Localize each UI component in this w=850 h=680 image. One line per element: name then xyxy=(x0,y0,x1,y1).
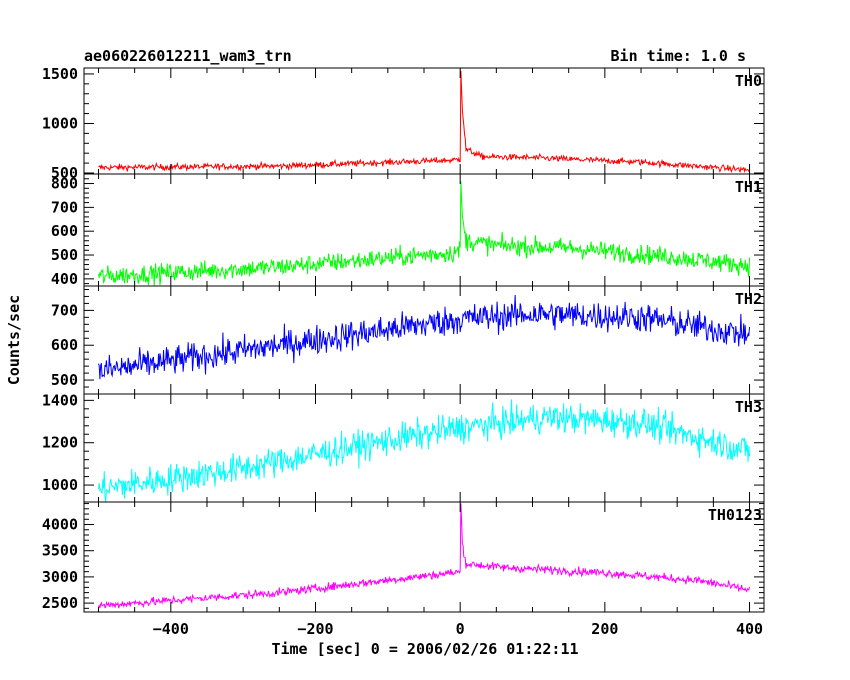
x-tick-labels: −400 −200 0 200 400 xyxy=(153,620,763,638)
y-tick-label: 500 xyxy=(51,246,78,264)
y-tick-label: 1500 xyxy=(42,65,78,83)
y-tick-label: 700 xyxy=(51,198,78,216)
panel-th0: 500 1000 1500 TH0 xyxy=(42,65,765,182)
y-tick-label: 4000 xyxy=(42,516,78,534)
series-th1-line xyxy=(97,181,751,286)
panel-frame xyxy=(83,393,765,503)
y-tick-label: 1000 xyxy=(42,114,78,132)
y-tick-label: 500 xyxy=(51,164,78,182)
y-tick-label: 1000 xyxy=(42,476,78,494)
panel-th2: 500 600 700 TH2 xyxy=(51,285,765,395)
x-tick-label: −200 xyxy=(297,620,333,638)
y-tick-label: 700 xyxy=(51,301,78,319)
y-tick-label: 3500 xyxy=(42,542,78,560)
x-tick-label: 0 xyxy=(456,620,465,638)
series-th3-line xyxy=(97,399,751,502)
y-tick-label: 3000 xyxy=(42,568,78,586)
panel-name-label: TH0123 xyxy=(708,506,762,524)
panels-group: 500 1000 1500 TH0 400 500 600 700 800 TH1 500 600 70… xyxy=(42,65,765,613)
panel-name-label: TH1 xyxy=(735,178,762,196)
panel-frame xyxy=(83,173,765,287)
panel-frame xyxy=(83,501,765,613)
panel-name-label: TH3 xyxy=(735,398,762,416)
y-tick-label: 1400 xyxy=(42,391,78,409)
x-axis-label: Time [sec] 0 = 2006/02/26 01:22:11 xyxy=(271,640,578,658)
panel-name-label: TH0 xyxy=(735,72,762,90)
y-tick-label: 2500 xyxy=(42,594,78,612)
panel-th1: 400 500 600 700 800 TH1 xyxy=(51,173,765,288)
y-tick-label: 800 xyxy=(51,175,78,193)
plot-title: ae060226012211_wam3_trn xyxy=(84,47,292,65)
x-tick-label: 200 xyxy=(591,620,618,638)
bin-time-label: Bin time: 1.0 s xyxy=(611,47,746,65)
y-axis-label: Counts/sec xyxy=(5,295,23,385)
panel-frame xyxy=(83,285,765,395)
y-tick-label: 400 xyxy=(51,270,78,288)
x-tick-label: 400 xyxy=(736,620,763,638)
y-tick-label: 600 xyxy=(51,336,78,354)
y-tick-label: 1200 xyxy=(42,434,78,452)
series-th2-line xyxy=(98,294,751,380)
panel-name-label: TH2 xyxy=(735,290,762,308)
series-th0-line xyxy=(98,70,750,174)
panel-th3: 1000 1200 1400 TH3 xyxy=(42,391,765,503)
y-tick-label: 500 xyxy=(51,371,78,389)
y-tick-label: 600 xyxy=(51,222,78,240)
x-tick-label: −400 xyxy=(153,620,189,638)
panel-th0123: 2500 3000 3500 4000 TH0123 xyxy=(42,501,765,613)
series-th0123-line xyxy=(98,503,751,609)
panel-frame xyxy=(83,67,765,175)
